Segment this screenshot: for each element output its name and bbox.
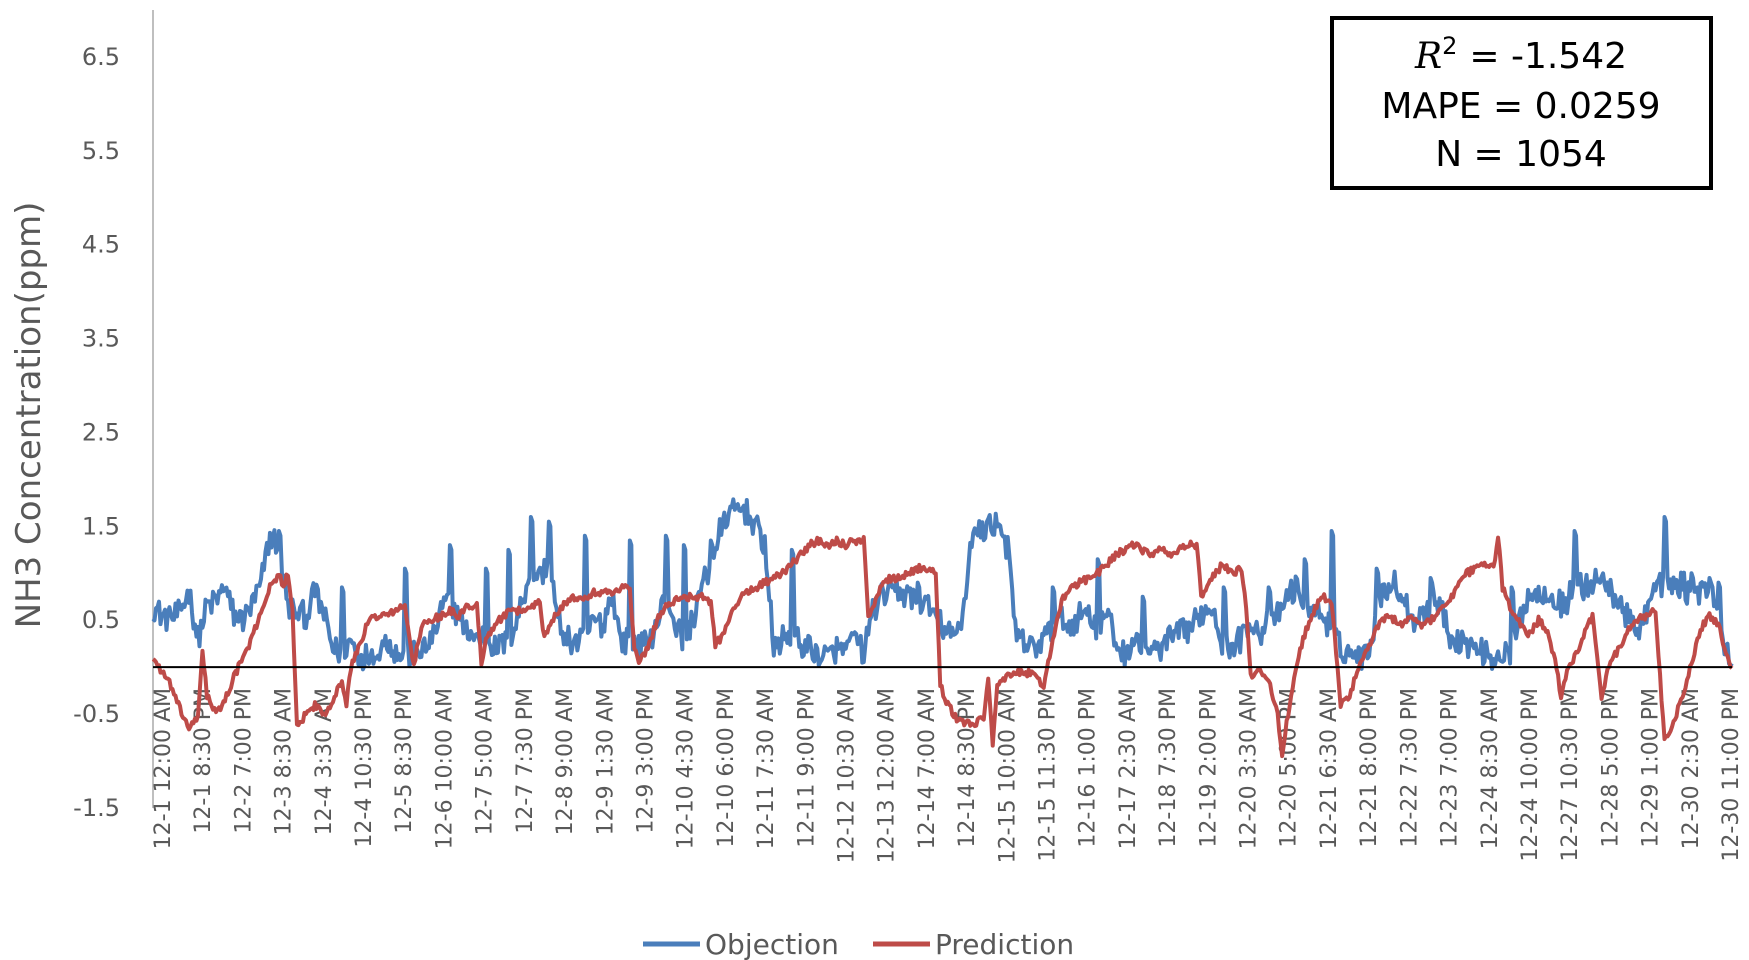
x-tick-label: 12-21 8:00 PM (1357, 688, 1382, 848)
x-tick-label: 12-7 5:00 AM (473, 688, 498, 835)
x-tick-label: 12-4 10:30 PM (352, 688, 377, 848)
x-tick-label: 12-11 7:30 AM (754, 688, 779, 849)
stat-n: N = 1054 (1435, 134, 1607, 175)
y-axis-title: NH3 Concentration(ppm) (9, 202, 49, 629)
y-tick-label: 1.5 (82, 512, 120, 540)
x-tick-label: 12-1 8:30 PM (191, 688, 216, 834)
x-tick-label: 12-23 7:00 PM (1438, 688, 1463, 848)
x-tick-label: 12-24 8:30 AM (1478, 688, 1503, 849)
x-tick-label: 12-7 7:30 PM (513, 688, 538, 834)
x-tick-label: 12-9 3:00 PM (633, 688, 658, 834)
legend-label-prediction: Prediction (935, 928, 1074, 960)
x-tick-label: 12-13 12:00 AM (875, 688, 900, 863)
x-tick-label: 12-28 5:00 PM (1598, 688, 1623, 848)
x-tick-label: 12-17 2:30 AM (1116, 688, 1141, 849)
x-tick-label: 12-24 10:00 PM (1518, 688, 1543, 862)
y-tick-label: 2.5 (82, 418, 120, 446)
series-line-objection (151, 497, 1734, 672)
x-tick-label: 12-10 6:00 PM (714, 688, 739, 848)
x-tick-label: 12-16 1:00 PM (1076, 688, 1101, 848)
y-tick-label: 3.5 (82, 325, 120, 353)
x-tick-label: 12-6 10:00 AM (432, 688, 457, 849)
y-tick-label: -0.5 (73, 700, 120, 728)
x-tick-label: 12-12 10:30 AM (834, 688, 859, 863)
x-tick-label: 12-30 2:30 AM (1679, 688, 1704, 849)
y-tick-label: 0.5 (82, 606, 120, 634)
x-tick-label: 12-5 8:30 PM (392, 688, 417, 834)
x-tick-label: 12-3 8:30 AM (272, 688, 297, 835)
stat-r2: R2 = -1.542 (1414, 32, 1627, 77)
stats-box: R2 = -1.542 MAPE = 0.0259 N = 1054 (1330, 16, 1713, 190)
x-tick-label: 12-18 7:30 PM (1156, 688, 1181, 848)
x-tick-label: 12-2 7:00 PM (231, 688, 256, 834)
y-tick-labels: 6.5 5.5 4.5 3.5 2.5 1.5 0.5 -0.5 -1.5 (73, 43, 120, 822)
x-tick-label: 12-30 11:00 PM (1719, 688, 1744, 862)
series-lines (151, 497, 1734, 759)
x-tick-label: 12-14 8:30 PM (955, 688, 980, 848)
y-tick-label: 4.5 (82, 231, 120, 259)
y-tick-label: -1.5 (73, 794, 120, 822)
x-tick-label: 12-11 9:00 PM (794, 688, 819, 848)
x-tick-label: 12-21 6:30 AM (1317, 688, 1342, 849)
x-tick-label: 12-1 12:00 AM (151, 688, 176, 849)
stat-r2-exponent: 2 (1442, 32, 1457, 60)
legend: Objection Prediction (643, 928, 1074, 960)
x-tick-label: 12-20 3:30 AM (1237, 688, 1262, 849)
x-tick-label: 12-8 9:00 AM (553, 688, 578, 835)
series-line-prediction (151, 534, 1734, 759)
legend-label-objection: Objection (705, 928, 839, 960)
stat-mape: MAPE = 0.0259 (1381, 86, 1660, 127)
x-tick-label: 12-15 11:30 PM (1036, 688, 1061, 862)
x-tick-label: 12-9 1:30 AM (593, 688, 618, 835)
x-tick-label: 12-29 1:00 PM (1639, 688, 1664, 848)
y-tick-label: 5.5 (82, 137, 120, 165)
x-tick-label: 12-22 7:30 PM (1397, 688, 1422, 848)
x-tick-labels: 12-1 12:00 AM 12-1 8:30 PM 12-2 7:00 PM 12-… (151, 688, 1744, 863)
stat-r2-value: = -1.542 (1469, 36, 1627, 77)
stats-box-border (1330, 16, 1713, 190)
stat-r2-symbol: R (1414, 36, 1442, 77)
x-tick-label: 12-19 2:00 PM (1196, 688, 1221, 848)
y-tick-label: 6.5 (82, 43, 120, 71)
x-tick-label: 12-27 10:30 PM (1558, 688, 1583, 862)
x-tick-label: 12-14 7:00 AM (915, 688, 940, 849)
x-tick-label: 12-10 4:30 AM (674, 688, 699, 849)
x-tick-label: 12-15 10:00 AM (995, 688, 1020, 863)
